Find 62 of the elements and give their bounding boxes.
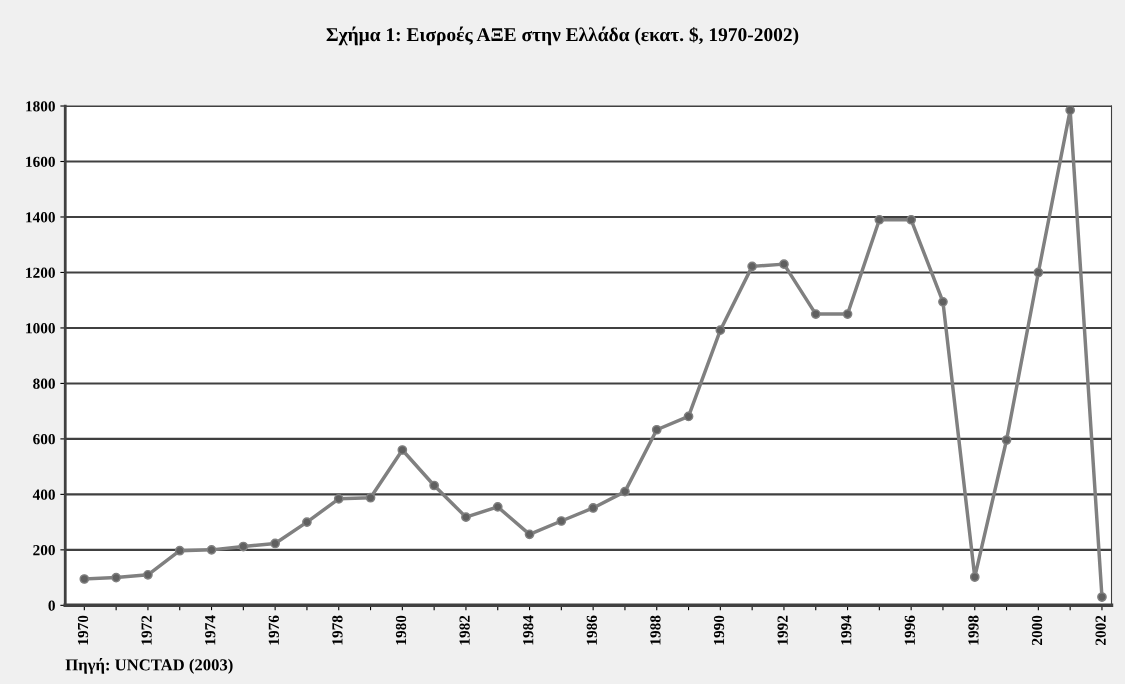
point <box>683 411 694 422</box>
point <box>270 538 280 549</box>
x-tick-label: 1974 <box>205 615 216 645</box>
point <box>302 517 312 527</box>
y-tick-label: 1800 <box>26 101 55 112</box>
x-tick-label: 1976 <box>268 615 279 645</box>
y-tick-label: 1200 <box>26 267 55 278</box>
point <box>588 503 599 513</box>
x-tick-label: 2000 <box>1031 615 1043 645</box>
point <box>524 529 535 540</box>
x-tick-label: 1982 <box>459 615 470 645</box>
point <box>333 493 344 504</box>
point <box>492 502 503 512</box>
x-tick-label: 1986 <box>586 615 597 645</box>
x-tick-label: 1972 <box>141 615 152 645</box>
point <box>143 569 153 580</box>
point <box>397 445 408 455</box>
y-tick-label: 800 <box>33 378 55 389</box>
x-tick-label: 1996 <box>904 615 915 645</box>
point <box>174 545 185 556</box>
y-tick-label: 600 <box>33 434 55 445</box>
point <box>1033 267 1044 278</box>
point <box>620 486 630 497</box>
y-tick-label: 1600 <box>26 156 55 167</box>
text: Πηγή: UNCTAD (2003) <box>65 657 233 674</box>
point <box>715 325 726 336</box>
y-tick-label: 0 <box>48 600 55 611</box>
x-tick-label: 2002 <box>1095 615 1106 645</box>
point <box>842 309 853 319</box>
x-tick-label: 1988 <box>650 615 661 645</box>
x-tick-label: 1984 <box>523 615 534 645</box>
point <box>429 480 440 491</box>
x-tick-label: 1998 <box>968 615 979 645</box>
x-tick-label: 1980 <box>395 615 407 645</box>
point <box>79 574 90 584</box>
y-tick-label: 1400 <box>26 212 55 223</box>
point <box>810 309 821 319</box>
point <box>461 512 471 522</box>
point <box>969 572 980 582</box>
y-tick-label: 200 <box>33 545 55 556</box>
point <box>874 214 885 225</box>
point <box>556 516 567 526</box>
point <box>651 424 662 435</box>
y-tick-label: 1000 <box>26 323 55 334</box>
y-tick-label: 400 <box>32 489 55 500</box>
point <box>238 541 249 552</box>
x-tick-label: 1994 <box>841 615 852 645</box>
point <box>906 214 917 225</box>
point <box>747 261 758 272</box>
chart-title: Σχήμα 1: Εισροές ΑΞΕ στην Ελλάδα (εκατ. $, 1970-2002) <box>326 26 799 46</box>
x-tick-label: 1970 <box>77 615 89 645</box>
point <box>365 492 376 503</box>
point <box>1065 106 1076 116</box>
point <box>206 544 217 555</box>
x-tick-label: 1992 <box>777 615 788 645</box>
point <box>1001 435 1012 445</box>
point <box>779 259 789 269</box>
x-tick-label: 1990 <box>713 615 725 645</box>
point <box>111 572 121 583</box>
x-tick-label: 1978 <box>332 615 343 645</box>
point <box>1097 592 1107 602</box>
point <box>938 297 948 307</box>
